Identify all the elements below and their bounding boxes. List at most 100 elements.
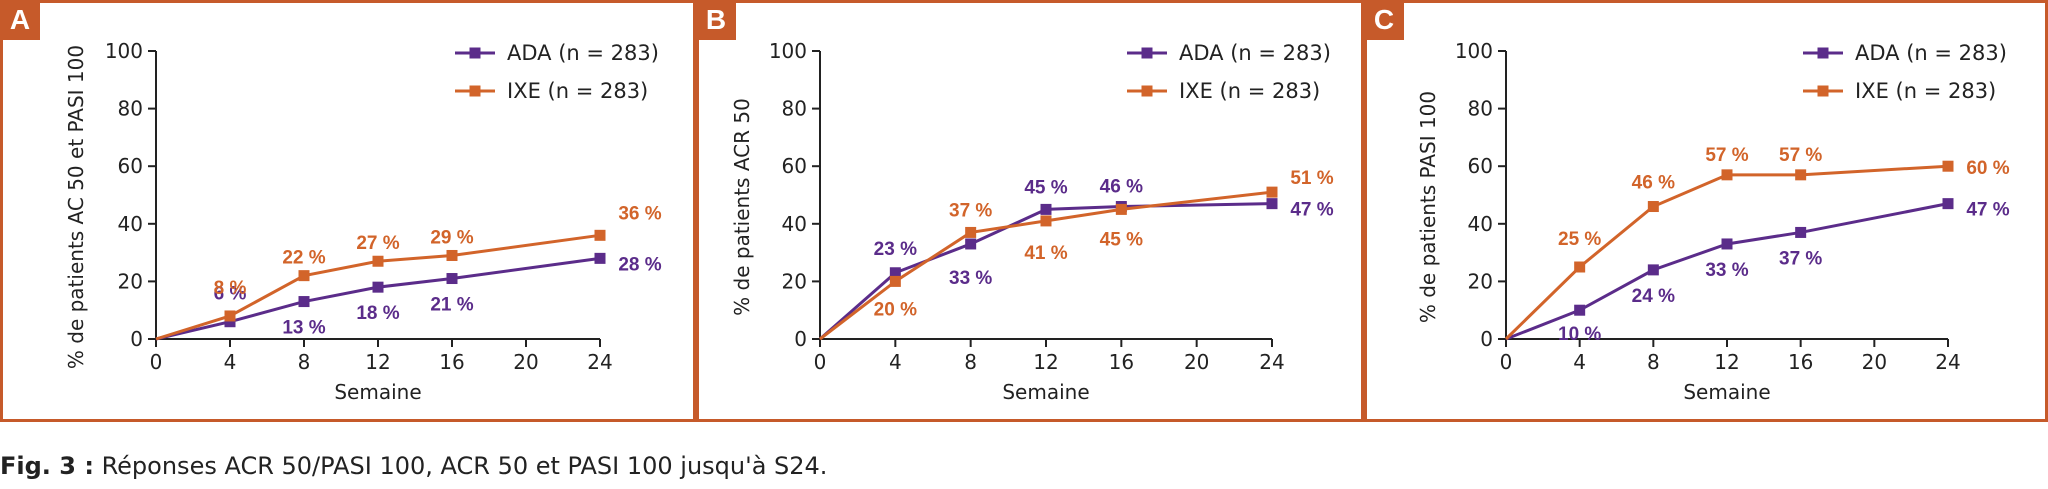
y-tick-label: 0: [794, 327, 807, 351]
data-label: 6 %: [214, 284, 247, 305]
chart-b: 0 20 40 60 80 100 0 4 8 12 16 20 24 Semaine % de patie…: [730, 39, 1334, 404]
data-point-marker: [965, 226, 977, 238]
data-label: 29 %: [430, 227, 473, 248]
y-axis-title: % de patients AC 50 et PASI 100: [64, 45, 88, 369]
x-tick-label: 8: [964, 350, 977, 374]
y-axis-title: % de patients ACR 50: [730, 98, 754, 316]
data-point-marker: [1266, 186, 1278, 198]
data-label: 57 %: [1779, 145, 1822, 166]
y-tick-label: 40: [118, 212, 143, 236]
data-point-marker: [1647, 264, 1659, 276]
series-line-ixe: [155, 233, 601, 341]
y-tick-label: 80: [118, 97, 143, 121]
data-label: 46 %: [1100, 177, 1143, 198]
legend-label: IXE (n = 283): [1855, 79, 1996, 103]
data-label: 28 %: [618, 254, 661, 275]
data-label: 41 %: [1024, 243, 1067, 264]
panel-c-badge: C: [1364, 0, 1404, 40]
data-label: 10 %: [1558, 324, 1601, 345]
data-label: 21 %: [430, 295, 473, 316]
y-tick-label: 20: [118, 269, 143, 293]
x-tick-label: 20: [513, 350, 538, 374]
figure-panels: A 0 20 40 60 80 100 0 4 8 12 16 20 24 Semaine% de pat…: [0, 0, 2048, 422]
data-label: 33 %: [1705, 260, 1748, 281]
legend-marker: [1817, 47, 1829, 59]
data-label: 27 %: [356, 233, 399, 254]
data-label: 45 %: [1100, 229, 1143, 250]
data-label: 60 %: [1966, 158, 2009, 179]
panel-b: B 0 20 40 60 80 100 0 4 8 12 16 20 24 Semaine % de pat…: [696, 0, 1364, 422]
legend-marker: [469, 85, 481, 97]
caption-text: Réponses ACR 50/PASI 100, ACR 50 et PASI…: [93, 452, 828, 480]
x-tick-label: 8: [298, 350, 311, 374]
y-tick-label: 60: [1468, 154, 1493, 178]
y-tick-label: 100: [105, 39, 143, 63]
data-label: 22 %: [282, 248, 325, 269]
x-tick-label: 0: [150, 350, 163, 374]
legend-marker: [1817, 85, 1829, 97]
data-point-marker: [1721, 238, 1733, 250]
data-point-marker: [298, 270, 310, 282]
data-label: 18 %: [356, 303, 399, 324]
panel-a-badge: A: [0, 0, 40, 40]
data-point-marker: [889, 267, 901, 279]
data-point-marker: [1942, 160, 1954, 172]
x-tick-label: 24: [1935, 350, 1960, 374]
data-point-marker: [965, 238, 977, 250]
x-tick-label: 0: [814, 350, 827, 374]
data-point-marker: [298, 296, 310, 308]
panel-a: A 0 20 40 60 80 100 0 4 8 12 16 20 24 Semaine % de pat…: [0, 0, 696, 422]
caption-label: Fig. 3 :: [0, 452, 94, 480]
data-label: 20 %: [874, 299, 917, 320]
x-tick-label: 16: [439, 350, 464, 374]
x-axis-title: Semaine: [1683, 380, 1770, 404]
legend-label: ADA (n = 283): [507, 41, 659, 65]
data-point-marker: [1574, 261, 1586, 273]
x-tick-label: 12: [1033, 350, 1058, 374]
y-tick-label: 0: [1480, 327, 1493, 351]
x-tick-label: 8: [1647, 350, 1660, 374]
data-point-marker: [372, 281, 384, 293]
data-point-marker: [1721, 169, 1733, 181]
series-line-ixe: [819, 190, 1273, 341]
series-line-ixe: [1504, 164, 1949, 341]
data-point-marker: [224, 310, 236, 322]
y-axis-title: % de patients PASI 100: [1416, 91, 1440, 323]
x-axis-title: Semaine: [1002, 380, 1089, 404]
x-tick-label: 0: [1500, 350, 1513, 374]
y-tick-label: 60: [118, 154, 143, 178]
series-line-ada: [1505, 202, 1949, 341]
data-point-marker: [1040, 215, 1052, 227]
data-label: 36 %: [618, 203, 661, 224]
y-tick-label: 40: [782, 212, 807, 236]
series-line-ada: [155, 256, 601, 341]
data-label: 25 %: [1558, 229, 1601, 250]
x-tick-label: 4: [889, 350, 902, 374]
y-tick-label: 80: [1468, 97, 1493, 121]
data-point-marker: [1574, 304, 1586, 316]
chart-c: 0 20 40 60 80 100 0 4 8 12 16 20 24 Semaine % de patie…: [1416, 39, 2010, 404]
data-label: 13 %: [282, 318, 325, 339]
data-label: 33 %: [949, 268, 992, 289]
data-label: 8 %: [214, 278, 247, 299]
legend-marker: [1141, 85, 1153, 97]
data-label: 37 %: [949, 200, 992, 221]
y-tick-label: 80: [782, 97, 807, 121]
data-label: 24 %: [1632, 286, 1675, 307]
data-point-marker: [372, 255, 384, 267]
data-point-marker: [224, 316, 236, 328]
data-label: 57 %: [1705, 145, 1748, 166]
legend-label: ADA (n = 283): [1855, 41, 2007, 65]
legend-label: IXE (n = 283): [1179, 79, 1320, 103]
data-point-marker: [1795, 169, 1807, 181]
x-tick-label: 20: [1184, 350, 1209, 374]
data-label: 46 %: [1632, 173, 1675, 194]
data-label: 45 %: [1024, 177, 1067, 198]
x-tick-label: 12: [1714, 350, 1739, 374]
panel-b-badge: B: [696, 0, 736, 40]
data-point-marker: [1266, 198, 1278, 210]
data-label: 23 %: [874, 239, 917, 260]
x-tick-label: 24: [1259, 350, 1284, 374]
data-point-marker: [446, 273, 458, 285]
y-tick-label: 100: [769, 39, 807, 63]
